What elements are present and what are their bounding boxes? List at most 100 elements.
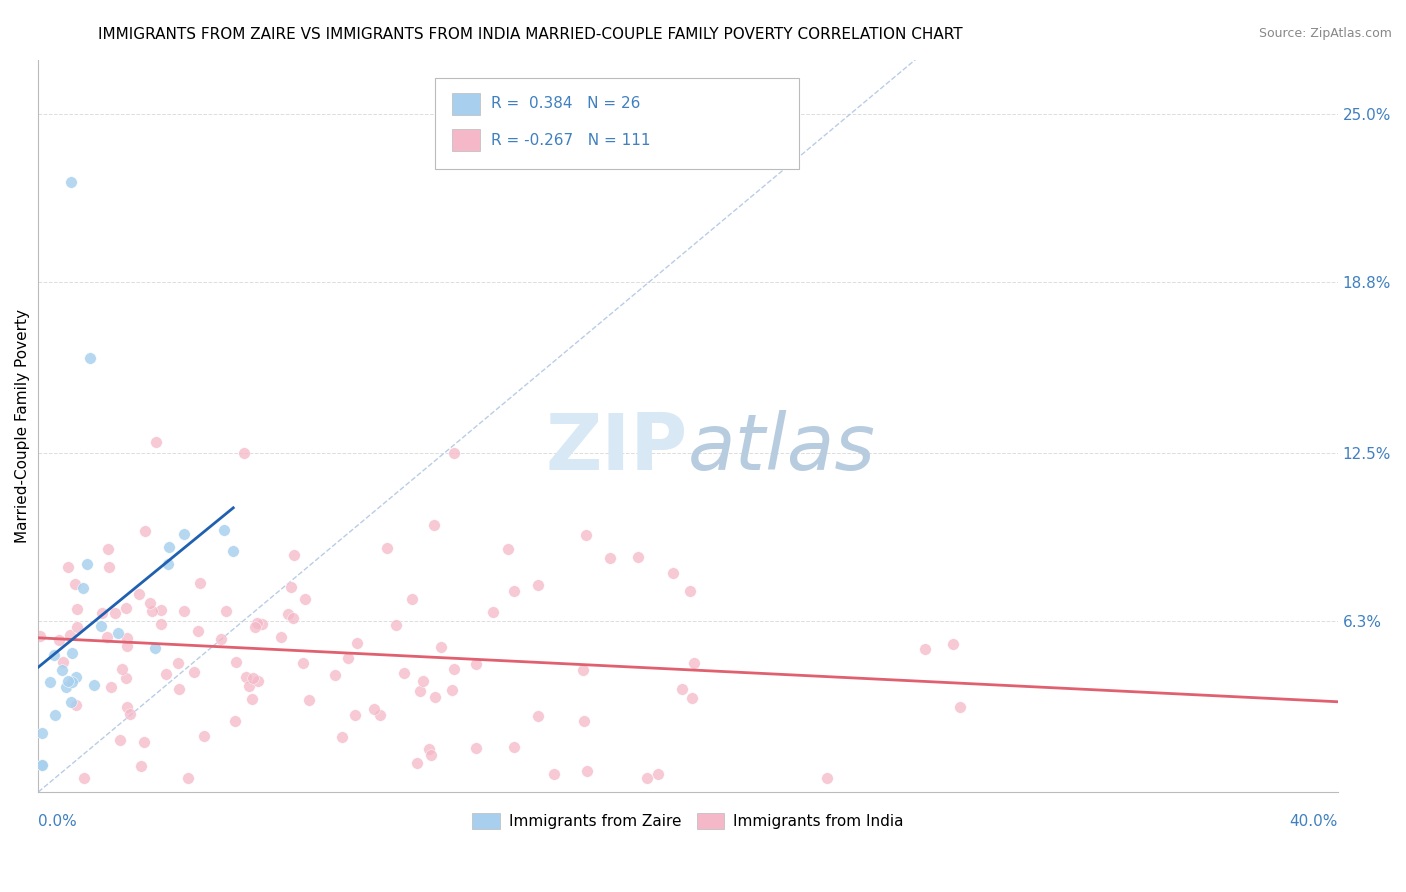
Point — [97, 541, 120, 556]
Point — [343, 707, 366, 722]
Point — [215, 604, 238, 618]
Point — [66, 601, 89, 615]
Point — [173, 604, 195, 618]
Point — [73, 772, 96, 786]
Point — [392, 665, 415, 680]
Point — [209, 632, 232, 647]
Point — [496, 542, 519, 557]
Point — [443, 446, 465, 460]
Point — [636, 772, 658, 786]
Point — [465, 741, 488, 756]
Point — [662, 566, 685, 580]
Point — [423, 518, 446, 533]
Point — [173, 526, 195, 541]
Text: 0.0%: 0.0% — [38, 814, 77, 829]
Point — [409, 683, 432, 698]
Point — [65, 698, 87, 712]
Point — [671, 681, 693, 696]
Point — [157, 557, 180, 571]
Point — [72, 581, 94, 595]
Point — [527, 709, 550, 723]
Point — [60, 674, 83, 689]
Point — [429, 640, 451, 654]
Point — [647, 767, 669, 781]
Point — [246, 616, 269, 631]
Text: Source: ZipAtlas.com: Source: ZipAtlas.com — [1258, 27, 1392, 40]
Point — [31, 725, 53, 739]
Point — [232, 446, 254, 460]
Point — [187, 624, 209, 638]
Point — [56, 674, 79, 689]
FancyBboxPatch shape — [434, 78, 799, 169]
Point — [60, 646, 83, 660]
Text: ZIP: ZIP — [546, 409, 688, 486]
Point — [177, 772, 200, 786]
Point — [157, 541, 180, 555]
Point — [292, 656, 315, 670]
Point — [235, 670, 257, 684]
Point — [59, 627, 82, 641]
Point — [294, 592, 316, 607]
Point — [117, 639, 139, 653]
Point — [59, 175, 82, 189]
Point — [242, 671, 264, 685]
Point — [224, 714, 246, 728]
Point — [79, 351, 101, 365]
Point — [31, 757, 53, 772]
Point — [96, 630, 118, 644]
Point — [243, 620, 266, 634]
Point — [443, 663, 465, 677]
Point — [155, 667, 177, 681]
Point — [118, 706, 141, 721]
Point — [115, 700, 138, 714]
Point — [145, 641, 167, 656]
Point — [76, 557, 98, 571]
Point — [222, 544, 245, 558]
Point — [368, 708, 391, 723]
Point — [482, 605, 505, 619]
Point — [132, 735, 155, 749]
Point — [527, 578, 550, 592]
Point — [115, 600, 138, 615]
Point — [141, 604, 163, 618]
Point — [138, 596, 160, 610]
Point — [401, 592, 423, 607]
Point — [31, 757, 53, 772]
Point — [627, 550, 650, 565]
Point — [167, 681, 190, 696]
Text: atlas: atlas — [688, 409, 876, 486]
Point — [572, 714, 595, 729]
Point — [65, 576, 87, 591]
Text: R =  0.384   N = 26: R = 0.384 N = 26 — [491, 96, 640, 111]
Point — [420, 748, 443, 763]
Point — [44, 708, 66, 723]
Point — [59, 695, 82, 709]
Point — [949, 699, 972, 714]
Point — [134, 524, 156, 539]
Point — [104, 606, 127, 620]
Point — [440, 682, 463, 697]
Point — [283, 548, 305, 562]
Point — [323, 668, 346, 682]
Y-axis label: Married-Couple Family Poverty: Married-Couple Family Poverty — [15, 309, 30, 542]
Point — [503, 584, 526, 599]
Point — [129, 759, 152, 773]
Point — [375, 541, 398, 556]
Point — [464, 657, 486, 672]
Point — [225, 655, 247, 669]
Point — [183, 665, 205, 679]
Point — [238, 679, 260, 693]
Point — [188, 575, 211, 590]
Point — [145, 435, 167, 450]
Point — [149, 603, 172, 617]
FancyBboxPatch shape — [451, 129, 479, 151]
Point — [384, 617, 406, 632]
Point — [55, 681, 77, 695]
Point — [110, 732, 132, 747]
Point — [107, 626, 129, 640]
Point — [42, 648, 65, 663]
Point — [942, 637, 965, 651]
Point — [90, 607, 112, 621]
Text: R = -0.267   N = 111: R = -0.267 N = 111 — [491, 133, 650, 148]
Point — [298, 692, 321, 706]
